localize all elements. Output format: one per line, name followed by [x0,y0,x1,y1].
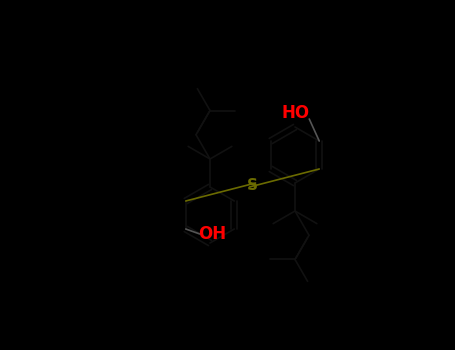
Text: HO: HO [281,104,309,122]
Text: S: S [247,177,258,192]
Text: OH: OH [197,225,226,243]
